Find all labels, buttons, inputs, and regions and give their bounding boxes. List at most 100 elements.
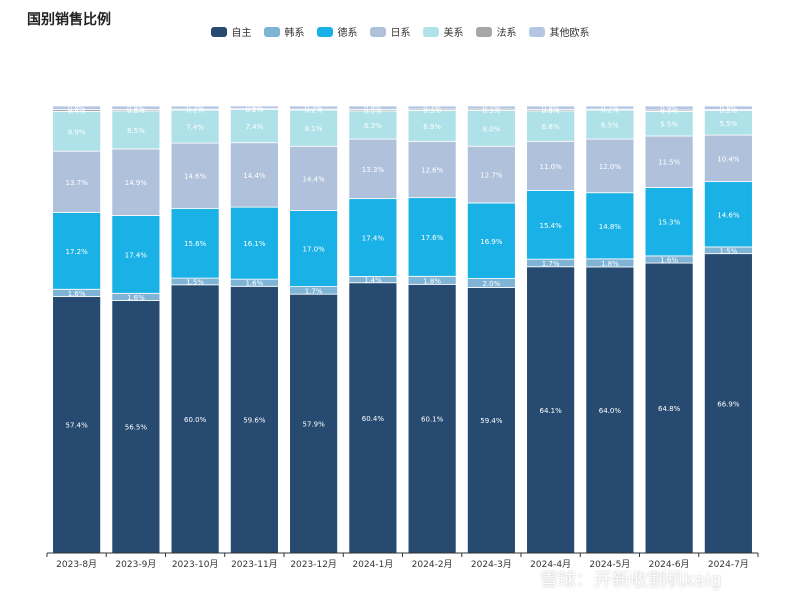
data-label: 0.2% <box>245 106 263 114</box>
bar-segment[interactable] <box>526 105 576 110</box>
bar-segment[interactable] <box>644 110 694 137</box>
bar-segment[interactable] <box>229 109 279 144</box>
bar-segment[interactable] <box>644 187 694 257</box>
bar-segment[interactable] <box>348 138 398 200</box>
legend-item-4[interactable]: 美系 <box>422 24 464 39</box>
bar-segment[interactable] <box>289 210 339 287</box>
data-label: 0.7% <box>482 105 500 113</box>
x-tick-label: 2023-8月 <box>56 559 97 570</box>
bar-segment[interactable] <box>703 134 753 183</box>
data-label: 1.5% <box>186 278 204 286</box>
bar-segment[interactable] <box>52 211 102 290</box>
legend-swatch <box>528 26 545 37</box>
legend-item-0[interactable]: 自主 <box>210 24 252 39</box>
legend-item-3[interactable]: 日系 <box>369 24 411 39</box>
data-label: 1.8% <box>423 277 441 285</box>
data-label: 17.4% <box>125 251 148 259</box>
bar-segment[interactable] <box>526 140 576 191</box>
data-label: 13.7% <box>66 179 89 187</box>
bar-segment[interactable] <box>170 109 220 144</box>
x-tick-label: 2024-7月 <box>708 559 749 570</box>
bar-segment[interactable] <box>407 105 457 110</box>
bar-segment[interactable] <box>585 105 635 110</box>
bar-segment[interactable] <box>111 110 161 150</box>
bar-segment[interactable] <box>644 135 694 188</box>
legend-item-5[interactable]: 法系 <box>475 24 517 39</box>
bar-segment[interactable] <box>585 266 635 554</box>
bar-segment[interactable] <box>52 150 102 213</box>
bar-segment[interactable] <box>703 105 753 110</box>
bar-segment[interactable] <box>229 206 279 280</box>
data-label: 13.3% <box>362 166 385 174</box>
bar-segment[interactable] <box>703 253 753 554</box>
bar-segment[interactable] <box>111 148 161 216</box>
data-label: 0.9% <box>660 105 678 113</box>
data-label: 0.8% <box>68 105 86 113</box>
data-label: 14.8% <box>599 223 622 231</box>
bar-segment[interactable] <box>466 110 516 147</box>
bar-segment[interactable] <box>407 197 457 277</box>
data-label: 0.3% <box>660 108 678 116</box>
data-label: 7.4% <box>245 123 263 131</box>
data-label: 1.6% <box>660 256 678 264</box>
data-label: 2.0% <box>482 280 500 288</box>
bar-segment[interactable] <box>289 293 339 554</box>
bar-segment[interactable] <box>466 105 516 110</box>
bar-segment[interactable] <box>170 284 220 554</box>
bar-segment[interactable] <box>170 105 220 110</box>
data-label: 60.1% <box>421 416 444 424</box>
data-label: 56.5% <box>125 424 148 432</box>
legend-label: 自主 <box>231 28 252 39</box>
bar-segment[interactable] <box>111 215 161 294</box>
x-tick-label: 2024-2月 <box>412 559 453 570</box>
bar-segment[interactable] <box>466 287 516 554</box>
bar-segment[interactable] <box>229 142 279 208</box>
data-label: 0.2% <box>305 107 323 115</box>
bar-segment[interactable] <box>111 300 161 554</box>
legend-label: 韩系 <box>284 28 305 39</box>
bar-segment[interactable] <box>585 192 635 260</box>
data-label: 0.2% <box>719 107 737 115</box>
data-label: 7.4% <box>186 124 204 132</box>
legend-item-1[interactable]: 韩系 <box>263 24 305 39</box>
data-label: 15.4% <box>540 222 563 230</box>
data-label: 64.8% <box>658 405 681 413</box>
data-label: 12.0% <box>599 163 622 171</box>
bar-segment[interactable] <box>52 105 102 110</box>
bar-segment[interactable] <box>407 140 457 199</box>
bar-segment[interactable] <box>348 105 398 110</box>
data-label: 0.8% <box>719 105 737 113</box>
bar-segment[interactable] <box>348 110 398 140</box>
bar-segment[interactable] <box>407 110 457 142</box>
legend: 自主 韩系 德系 日系 美系 法系 其他欧系 <box>0 24 800 39</box>
bar-segment[interactable] <box>52 110 102 152</box>
data-label: 14.6% <box>717 211 740 219</box>
bar-segment[interactable] <box>407 283 457 554</box>
bar-segment[interactable] <box>170 142 220 209</box>
legend-item-2[interactable]: 德系 <box>316 24 358 39</box>
bar-segment[interactable] <box>348 282 398 554</box>
bar-segment[interactable] <box>289 105 339 110</box>
watermark-text: 雪球：开新收割机kaig <box>540 570 722 591</box>
data-label: 64.1% <box>540 407 563 415</box>
bar-segment[interactable] <box>644 105 694 111</box>
bar-segment[interactable] <box>526 189 576 260</box>
bar-segment[interactable] <box>466 202 516 279</box>
bar-segment[interactable] <box>703 110 753 136</box>
legend-swatch <box>369 26 386 37</box>
legend-item-6[interactable]: 其他欧系 <box>528 24 590 39</box>
bar-segment[interactable] <box>348 198 398 277</box>
bar-segment[interactable] <box>289 145 339 211</box>
bar-segment[interactable] <box>466 145 516 204</box>
x-tick-label: 2024-5月 <box>589 559 630 570</box>
bar-segment[interactable] <box>229 285 279 554</box>
bar-segment[interactable] <box>585 109 635 140</box>
data-label: 1.5% <box>719 247 737 255</box>
data-label: 0.8% <box>542 105 560 113</box>
bar-segment[interactable] <box>111 105 161 110</box>
bar-segment[interactable] <box>585 138 635 194</box>
bar-segment[interactable] <box>229 105 279 110</box>
data-label: 14.4% <box>303 175 326 183</box>
bar-segment[interactable] <box>170 207 220 279</box>
legend-label: 德系 <box>337 28 358 39</box>
